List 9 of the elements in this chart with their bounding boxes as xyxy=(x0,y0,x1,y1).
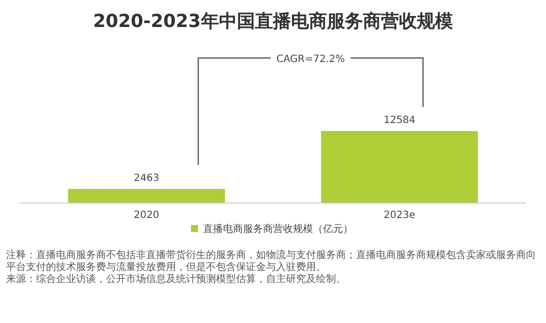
chart-title: 2020-2023年中国直播电商服务商营收规模 xyxy=(93,11,453,32)
legend-label: 直播电商服务商营收规模（亿元） xyxy=(203,223,353,235)
x-tick-label: 2023e xyxy=(384,210,416,221)
text: 注释：直播电商服务商不包括非直播带货衍生的服务商，如物流与支付服务商；直播电商服务商规模包含卖家或服务商向平台支付的技术服务费与流量投放费用，但是不包含保证金与入驻费用。 xyxy=(6,250,537,274)
data-label: 2463 xyxy=(134,172,160,184)
x-tick-label: 2020 xyxy=(134,210,160,221)
source-note: 来源：综合企业访谈，公开市场信息及统计预测模型估算，自主研究及绘制。 xyxy=(6,274,347,286)
text: CAGR=72.2% xyxy=(276,54,345,65)
data-label: 12584 xyxy=(384,115,416,126)
